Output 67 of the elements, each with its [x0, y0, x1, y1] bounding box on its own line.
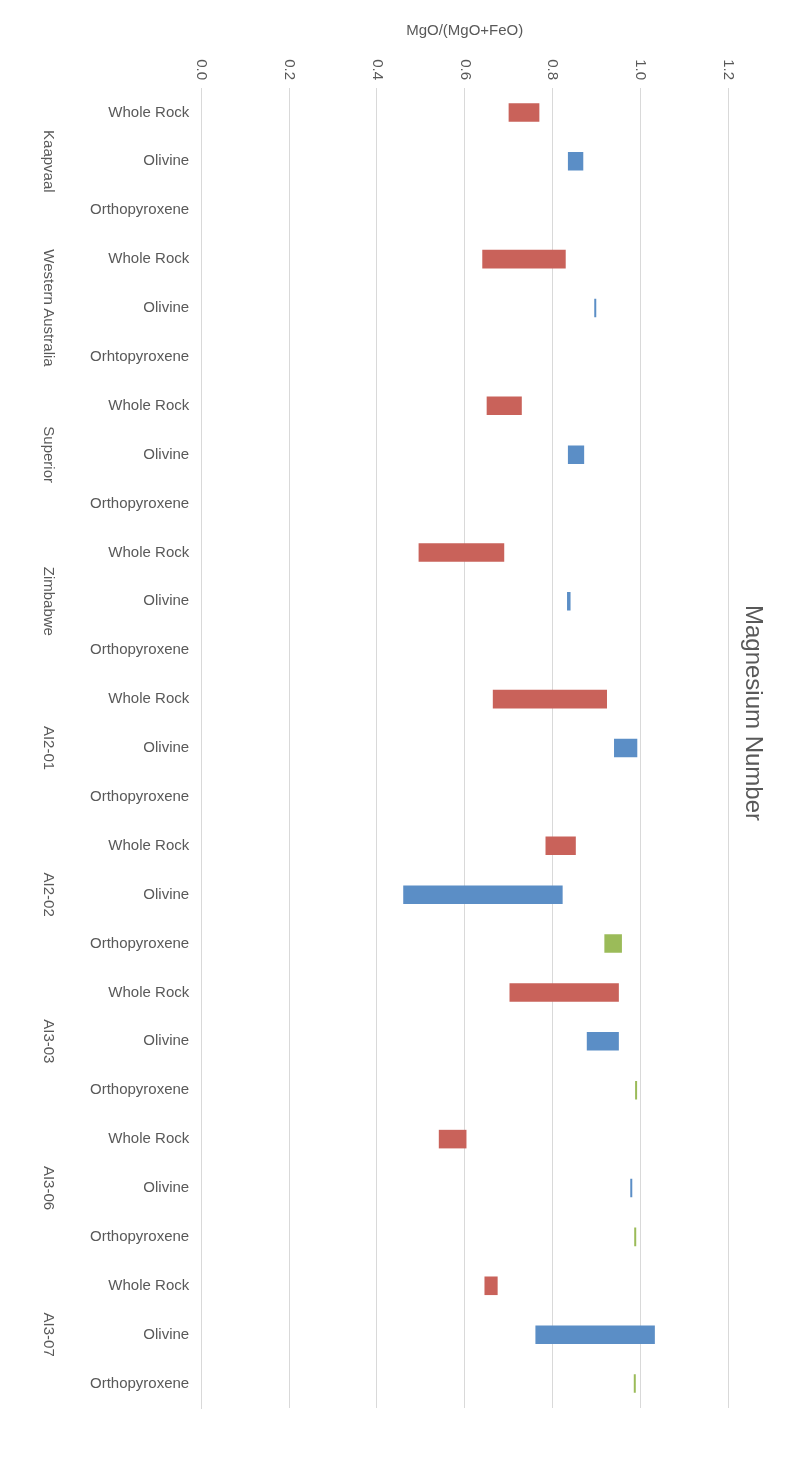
y-tick-label: Olivine [143, 1178, 190, 1196]
y-tick-label: Whole Rock [108, 395, 190, 413]
y-tick-label: Orhtopyroxene [89, 347, 190, 365]
y-tick-label: Olivine [143, 1031, 190, 1049]
x-tick-label: 0.4 [369, 59, 387, 80]
text: Western Australia [40, 249, 58, 368]
text: Kaapvaal [40, 130, 58, 193]
y-tick-label: Olivine [143, 884, 190, 902]
text: AI3-03 [40, 1019, 58, 1064]
y-tick-label: Orthopyroxene [89, 493, 190, 511]
y-tick-label: Orthopyroxene [89, 1227, 190, 1245]
x-tick-label: 0.2 [281, 59, 299, 80]
x-tick-label: 0.0 [194, 59, 212, 80]
bar [438, 1129, 467, 1149]
bar [633, 1374, 636, 1393]
y-tick-label: Orthopyroxene [89, 200, 190, 218]
y-tick-label: Orthopyroxene [89, 787, 190, 805]
y-tick-label: Orthopyroxene [89, 640, 190, 658]
text: AI2-01 [40, 725, 58, 771]
bar [492, 689, 607, 709]
bar [418, 543, 505, 562]
y-tick-label: Whole Rock [108, 1129, 190, 1147]
y-tick-label: Olivine [143, 151, 190, 169]
y-tick-label: Whole Rock [108, 542, 190, 560]
bar [567, 592, 571, 611]
bar [630, 1178, 633, 1198]
bar [604, 934, 622, 953]
text: Zimbabwe [40, 566, 58, 636]
bar [586, 1032, 619, 1051]
bar [634, 1227, 637, 1247]
bar [567, 445, 585, 464]
y-tick-label: Orthopyroxene [89, 1080, 190, 1098]
bar [508, 103, 540, 122]
x-axis-title: MgO/(MgO+FeO) [406, 21, 524, 39]
text: AI3-06 [40, 1165, 58, 1211]
bar [594, 298, 597, 318]
y-tick-label: Whole Rock [108, 689, 190, 707]
y-tick-label: Whole Rock [108, 835, 190, 853]
x-tick-label: 1.2 [721, 59, 739, 80]
bar [486, 396, 522, 416]
bar [484, 1276, 498, 1296]
y-tick-label: Whole Rock [108, 982, 190, 1000]
bar [403, 885, 563, 904]
bar [482, 249, 566, 269]
text: Magnesium Number [740, 604, 768, 822]
text: AI2-02 [40, 872, 58, 917]
y-tick-label: Olivine [143, 444, 190, 462]
y-tick-label: Olivine [143, 738, 190, 756]
y-tick-label: Olivine [143, 298, 190, 316]
bar [535, 1325, 655, 1344]
bar [614, 738, 638, 758]
x-tick-label: 1.0 [633, 59, 651, 80]
bar [567, 152, 584, 171]
y-tick-label: Orthopyroxene [89, 933, 190, 951]
text: Superior [40, 426, 58, 484]
text: AI3-07 [40, 1312, 58, 1357]
y-tick-label: Orthopyroxene [89, 1373, 190, 1391]
y-tick-label: Whole Rock [108, 102, 190, 120]
bar [509, 983, 619, 1002]
y-tick-label: Olivine [143, 591, 190, 609]
bar [635, 1080, 638, 1100]
y-tick-label: Whole Rock [108, 249, 190, 267]
bar [545, 836, 576, 856]
x-tick-label: 0.6 [457, 59, 475, 80]
x-tick-label: 0.8 [545, 59, 563, 80]
y-tick-label: Whole Rock [108, 1275, 190, 1293]
y-tick-label: Olivine [143, 1324, 190, 1342]
